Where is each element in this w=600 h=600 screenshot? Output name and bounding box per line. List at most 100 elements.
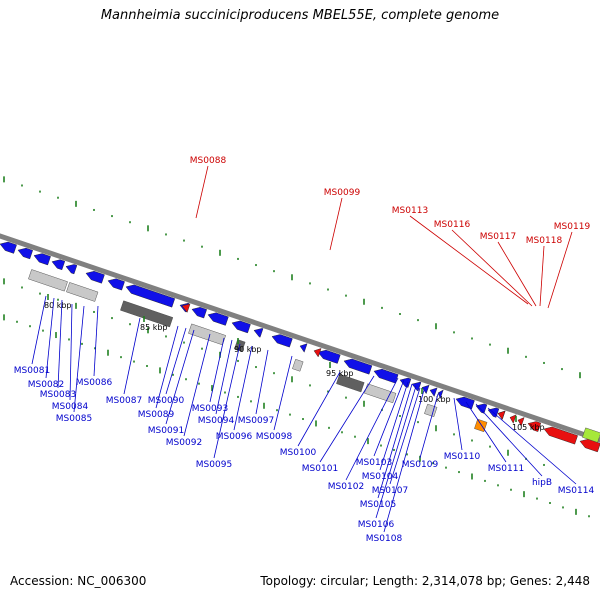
highlighted-gene-label-leader [409, 215, 529, 305]
kbp-markers: 80 kbp 85 kbp 90 kbp 95 kbp 100 kbp 105 kbp [44, 294, 545, 432]
reverse-gene-box [364, 383, 397, 404]
forward-gene [0, 241, 17, 254]
gene-label-leader [345, 377, 399, 481]
gene-label-leader [379, 381, 409, 471]
forward-gene [85, 271, 105, 284]
highlighted-gene-shape [543, 426, 578, 445]
gene-label-leader [465, 401, 507, 463]
gene-label-leader [319, 375, 375, 463]
gene-label: MS0093 [192, 404, 228, 414]
forward-gene [33, 253, 51, 266]
forward-gene-shape [271, 334, 293, 348]
highlighted-gene-label: MS0099 [324, 188, 361, 198]
forward-gene-shape [455, 396, 475, 410]
gene-label-leader [377, 383, 413, 499]
gene-label-leader [45, 297, 55, 379]
kbp-label: 105 kbp [512, 423, 545, 432]
lime-feature [582, 427, 600, 443]
highlighted-gene-label-leader [195, 165, 209, 219]
highlighted-gene-shape [509, 414, 517, 424]
gene-label-leader [419, 393, 439, 459]
highlighted-gene-label: MS0119 [554, 222, 591, 232]
forward-gene [399, 377, 412, 388]
backbone-line [0, 233, 600, 443]
forward-gene-shape [107, 278, 125, 291]
forward-gene [343, 358, 373, 375]
highlighted-gene [527, 421, 542, 432]
gene-label: MS0081 [14, 366, 50, 376]
kbp-label: 80 kbp [44, 301, 72, 310]
forward-gene [17, 247, 33, 260]
length-value: 2,314,078 bp [421, 574, 502, 588]
reverse-gene [188, 323, 226, 346]
forward-gene-shape [191, 307, 207, 319]
genome-backbone [0, 233, 600, 443]
kbp-label: 90 kbp [234, 345, 262, 354]
gene-label: MS0092 [166, 438, 202, 448]
lime-feature-box [582, 427, 600, 443]
forward-gene-shape [253, 328, 264, 338]
gc-skew-track [3, 176, 590, 518]
forward-gene-shape [317, 349, 341, 364]
orange-feature-box [474, 418, 488, 433]
forward-gene-shape [399, 377, 412, 388]
forward-gene-shape [373, 368, 399, 384]
gene-label: MS0100 [280, 448, 317, 458]
highlighted-gene-label-leader [547, 231, 573, 309]
forward-gene [253, 328, 264, 338]
genome-summary: Topology: circular; Length: 2,314,078 bp… [260, 574, 590, 588]
gene-label: MS0091 [148, 426, 184, 436]
gene-label: MS0101 [302, 464, 338, 474]
genes-label: Genes: [509, 574, 552, 588]
reverse-gene [336, 373, 365, 393]
forward-gene [107, 278, 125, 291]
forward-gene [317, 349, 341, 364]
gene-label: MS0104 [362, 472, 399, 482]
gene-label: MS0085 [56, 414, 92, 424]
reverse-gene [292, 358, 304, 372]
gene-label-leader [69, 303, 73, 401]
highlighted-gene-shape [517, 417, 525, 427]
forward-gene [231, 320, 251, 334]
gene-label: MS0090 [148, 396, 185, 406]
forward-gene [207, 312, 229, 326]
reverse-gene-box [120, 300, 174, 328]
gene-label-leader [375, 385, 417, 519]
forward-gene-shape [437, 389, 444, 400]
highlighted-gene [497, 410, 506, 420]
forward-gene [373, 368, 399, 384]
forward-gene-shape [17, 247, 33, 260]
accession-info: Accession: NC_006300 [10, 574, 146, 588]
kbp-label: 95 kbp [326, 369, 354, 378]
forward-gene [271, 334, 293, 348]
gene-label: MS0097 [238, 416, 274, 426]
forward-gene [475, 403, 488, 414]
gene-label-leader [297, 371, 341, 447]
reverse-gene [424, 403, 438, 418]
highlighted-gene [579, 438, 600, 453]
highlighted-gene-shape [527, 421, 542, 432]
highlighted-gene-shape [497, 410, 506, 420]
gene-label-leader [215, 339, 233, 415]
gene-label: MS0114 [558, 486, 595, 496]
forward-gene-shape [429, 387, 438, 397]
gene-label: MS0098 [256, 432, 293, 442]
reverse-gene [66, 282, 99, 302]
gene-label-leader [475, 403, 543, 477]
forward-gene [299, 343, 308, 353]
gene-label-leader [165, 329, 195, 425]
gene-label-leader [389, 387, 421, 485]
gene-label: MS0102 [328, 482, 364, 492]
forward-gene-shape [85, 271, 105, 284]
gene-label-leader [183, 333, 211, 437]
reverse-gene-box [336, 373, 365, 393]
gene-label: MS0106 [358, 520, 395, 530]
highlighted-gene [313, 348, 322, 358]
genes-value: 2,448 [555, 574, 590, 588]
gene-label-leader [31, 295, 47, 365]
highlighted-gene-label-leader [451, 229, 533, 307]
gene-label: MS0105 [360, 500, 396, 510]
reverse-gene-box [188, 323, 226, 346]
gene-label: MS0096 [216, 432, 253, 442]
